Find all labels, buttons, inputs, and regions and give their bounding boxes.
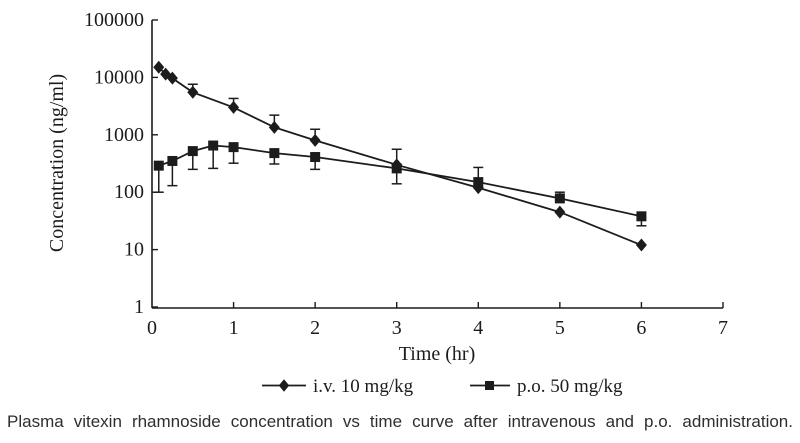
square-marker (153, 160, 164, 171)
y-tick-label: 1000 (104, 124, 144, 146)
x-tick-label: 0 (147, 317, 157, 339)
diamond-marker-icon (278, 379, 290, 392)
y-tick-label: 10000 (94, 66, 144, 88)
square-marker (208, 140, 219, 151)
y-axis-title: Concentration (ng/ml) (46, 74, 68, 252)
diamond-marker (635, 238, 647, 252)
x-tick-label: 2 (310, 317, 320, 339)
diamond-marker (309, 133, 321, 147)
square-marker (391, 163, 402, 174)
square-marker (269, 148, 280, 159)
square-marker (187, 146, 198, 157)
x-tick-label: 1 (229, 317, 239, 339)
square-marker (167, 155, 178, 166)
legend: i.v. 10 mg/kg p.o. 50 mg/kg (262, 376, 623, 397)
diamond-marker (187, 85, 199, 99)
square-marker (228, 142, 239, 153)
series-line-1 (158, 144, 642, 218)
diamond-marker (554, 205, 566, 219)
diamond-marker (166, 71, 178, 85)
diamond-marker (268, 120, 280, 134)
x-tick-label: 7 (718, 317, 728, 339)
y-tick-label: 100 (114, 181, 144, 203)
square-marker (636, 211, 647, 222)
square-marker (554, 193, 565, 204)
square-marker (310, 152, 321, 163)
figure-caption: Plasma vitexin rhamnoside concentration … (7, 412, 793, 431)
x-tick-label: 6 (636, 317, 646, 339)
series-line-0 (158, 66, 642, 246)
y-tick-label: 10 (124, 239, 144, 261)
x-tick-label: 3 (392, 317, 402, 339)
y-tick-label: 1 (134, 296, 144, 318)
x-tick-label: 4 (473, 317, 483, 339)
square-marker (473, 177, 484, 188)
diamond-marker (153, 60, 165, 74)
legend-label-po: p.o. 50 mg/kg (517, 376, 623, 397)
y-tick-label: 100000 (84, 9, 144, 31)
legend-label-iv: i.v. 10 mg/kg (313, 376, 414, 397)
x-axis-title: Time (hr) (399, 343, 475, 365)
x-tick-label: 5 (555, 317, 565, 339)
square-marker-icon (485, 381, 494, 390)
diamond-marker (228, 100, 240, 114)
